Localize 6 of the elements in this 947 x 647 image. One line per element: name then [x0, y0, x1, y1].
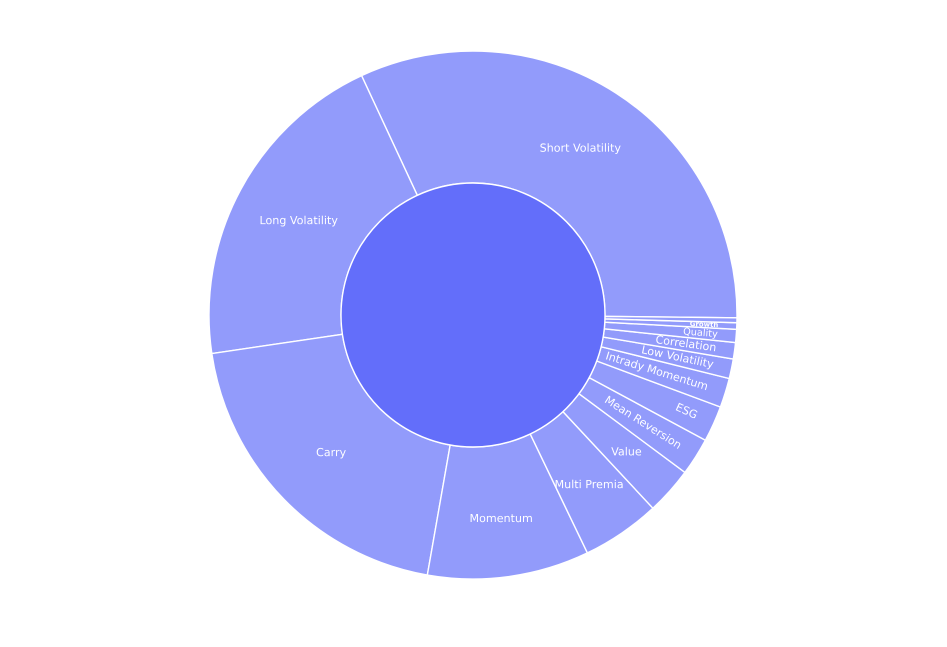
slice-label: Long Volatility	[260, 216, 338, 226]
slice-label: Momentum	[470, 514, 532, 522]
slice-label: Carry	[316, 448, 346, 458]
slice-label: Value	[611, 446, 642, 456]
slice-label: Multi Premia	[556, 480, 623, 488]
slice-label: Short Volatility	[540, 143, 621, 154]
